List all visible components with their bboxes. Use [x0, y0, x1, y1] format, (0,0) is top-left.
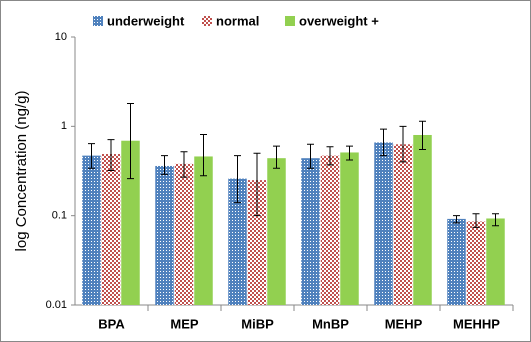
x-tick-label: MnBP [312, 316, 349, 331]
bar [247, 180, 267, 305]
x-tick-label: MEHHP [453, 316, 500, 331]
legend-marker [202, 16, 212, 26]
bar [301, 158, 320, 305]
error-bar [234, 155, 241, 204]
x-tick-label: MiBP [241, 316, 274, 331]
error-bar [107, 139, 115, 172]
error-bar [346, 145, 353, 161]
y-tick-label: 0.1 [52, 210, 67, 222]
error-bar [380, 128, 387, 157]
error-bar [88, 143, 95, 169]
error-bar [127, 103, 134, 180]
bar [413, 134, 432, 305]
bar [340, 152, 359, 305]
legend-label: normal [216, 13, 259, 28]
error-bar [253, 152, 261, 217]
legend-marker [93, 16, 103, 26]
x-tick-label: BPA [98, 316, 125, 331]
bar [486, 218, 505, 305]
bar [174, 163, 194, 305]
bar [228, 178, 247, 305]
error-bar [200, 134, 207, 177]
x-tick-label: MEP [170, 316, 199, 331]
bar [82, 155, 101, 305]
x-tick-label: MEHP [385, 316, 423, 331]
error-bar [326, 146, 334, 166]
bar [101, 154, 121, 305]
error-bar [419, 120, 426, 151]
error-bar [399, 125, 407, 163]
bar [447, 218, 466, 305]
error-bar [453, 215, 460, 224]
error-bar [307, 143, 314, 169]
bar [374, 142, 393, 305]
error-bar [472, 213, 480, 228]
error-bar [161, 155, 168, 175]
y-tick-label: 1 [61, 120, 67, 132]
bar [466, 221, 486, 305]
y-axis-label: log Concentration (ng/g) [13, 91, 30, 252]
bar [155, 165, 174, 305]
legend-label: underweight [107, 13, 185, 28]
legend-marker [285, 16, 295, 26]
y-tick-label: 10 [55, 31, 67, 43]
bar [194, 156, 213, 305]
bar [121, 140, 140, 305]
bar [267, 158, 286, 305]
y-tick-label: 0.01 [46, 299, 67, 311]
legend-label: overweight + [299, 13, 379, 28]
error-bar [492, 213, 499, 227]
bar [393, 144, 413, 305]
error-bar [180, 151, 188, 178]
bar [320, 155, 340, 305]
error-bar [273, 145, 280, 169]
